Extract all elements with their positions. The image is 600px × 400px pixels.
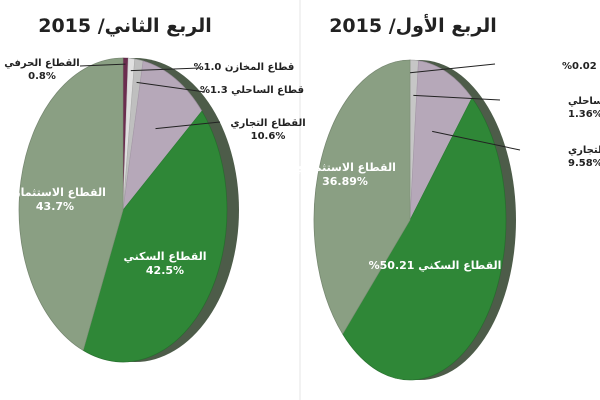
pie-q2-rim: [18, 57, 228, 363]
slice-q2-investment-label: القطاع الاستثماري 43.7%: [4, 186, 106, 213]
slice-q1-residential-label: القطاع السكني 50.21%: [369, 259, 502, 272]
slice-q1-investment-label: القطاع الاستثماري 36.89%: [294, 161, 396, 188]
slice-q1-commercial-label: القطاع التجاري9.58%: [568, 145, 600, 169]
pie-q1-rim: [313, 59, 507, 381]
slice-q2-crafts-label: القطاع الحرفي 0.8%: [4, 58, 79, 82]
slice-q2-residential: [82, 110, 228, 363]
slice-q2-coastal-label: قطاع الساحلي 1.3%: [200, 85, 304, 96]
slice-q2-commercial: [122, 60, 203, 212]
slice-q1-warehouses-label: قطاع المخازن 0.02%: [562, 61, 600, 72]
slice-q1-commercial-leader: [432, 130, 521, 151]
slice-q1-investment: [313, 59, 411, 335]
pie-q2: القطاع الحرفي 0.8% قطاع المخازن 1.0% قطاع ا…: [4, 57, 306, 363]
slice-q2-residential-label: القطاع السكني 42.5%: [123, 250, 206, 277]
slice-q2-commercial-leader: [155, 121, 221, 130]
pie-title-q1: الربع الأول/ 2015: [329, 14, 497, 37]
slice-q1-commercial: [409, 60, 473, 221]
slice-q1-coastal-leader: [413, 94, 501, 101]
slice-q1-warehouses-leader: [410, 63, 496, 74]
slice-q2-warehouses-label: قطاع المخازن 1.0%: [194, 62, 295, 73]
slice-q2-warehouses-leader: [130, 67, 201, 72]
slice-q2-crafts-leader: [79, 63, 126, 67]
pie-title-q2: الربع الثاني/ 2015: [38, 15, 212, 37]
slice-q2-coastal-leader: [136, 81, 206, 93]
slice-q1-residential: [342, 97, 507, 381]
slice-q2-commercial-label: القطاع التجاري 10.6%: [230, 118, 305, 142]
slice-q2-investment: [18, 57, 124, 351]
